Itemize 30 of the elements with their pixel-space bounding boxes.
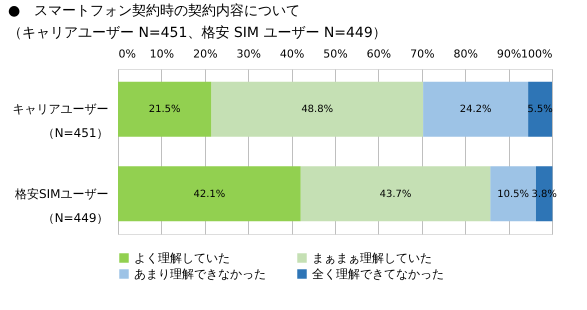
x-tick-label: 60% [366, 48, 392, 60]
bar [300, 166, 490, 222]
y-tick-label: 格安SIMユーザー（N=449） [14, 186, 108, 225]
bar [118, 166, 301, 222]
bar [211, 82, 424, 137]
x-tick-label: 70% [410, 48, 435, 60]
x-tick-label: 30% [236, 48, 261, 60]
x-tick-label: 20% [193, 48, 218, 60]
data-label: 43.7% [380, 188, 412, 200]
data-label: 10.5% [497, 188, 530, 200]
x-tick-label: 50% [323, 48, 348, 60]
data-label: 42.1% [193, 188, 226, 200]
data-label: 48.8% [301, 104, 334, 116]
chart-title: ● スマートフォン契約時の契約内容について [8, 3, 300, 19]
legend-label: まぁまぁ理解していた [312, 251, 432, 265]
x-tick-label: 80% [453, 48, 478, 60]
legend-label: 全く理解できてなかった [312, 267, 444, 281]
legend-label: よく理解していた [134, 251, 230, 265]
chart-subtitle: （キャリアユーザー N=451、格安 SIM ユーザー N=449） [8, 25, 387, 41]
legend-label: あまり理解できなかった [134, 267, 266, 281]
x-tick-label: 90% [496, 48, 522, 60]
data-label: 24.2% [460, 104, 492, 116]
x-tick-label: 40% [280, 48, 304, 60]
x-tick-label: 0% [118, 48, 136, 60]
bar [423, 82, 528, 137]
x-tick-label: 100% [521, 48, 552, 60]
x-tick-label: 10% [150, 48, 174, 60]
data-label: 21.5% [148, 104, 181, 116]
y-tick-label: キャリアユーザー（N=451） [12, 102, 108, 140]
bar [118, 82, 212, 137]
